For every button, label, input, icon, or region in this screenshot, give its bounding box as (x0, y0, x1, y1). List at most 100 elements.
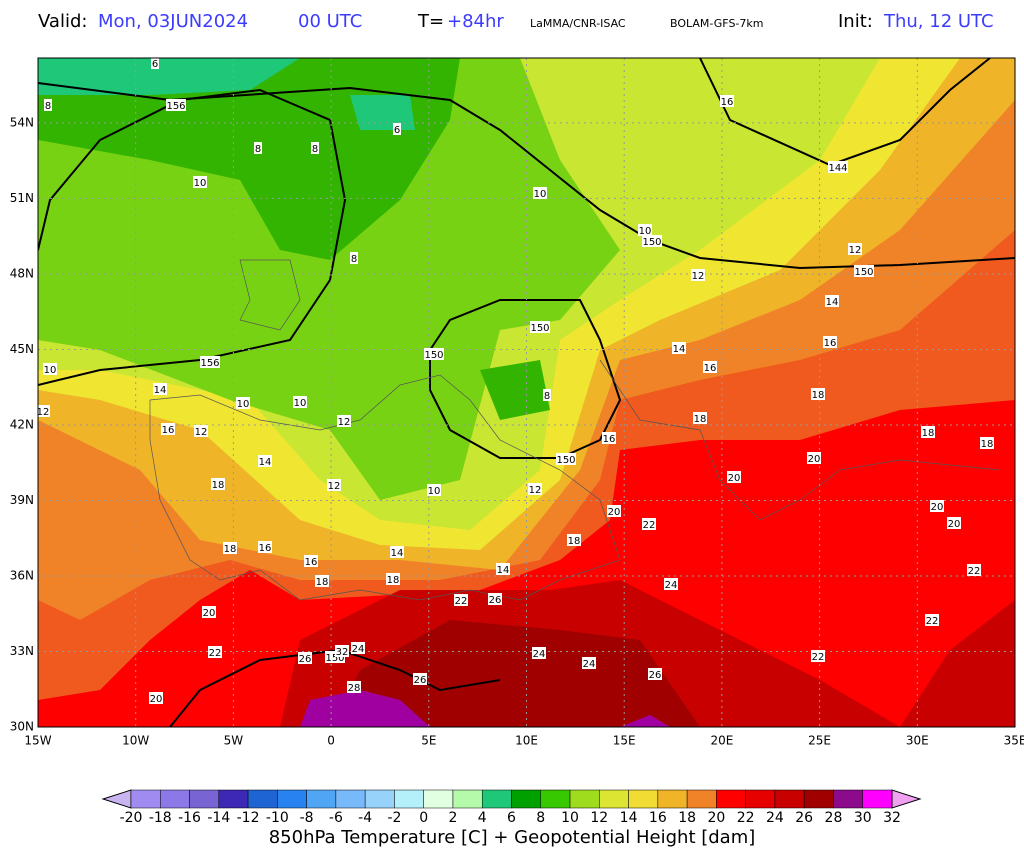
contour-label-box (258, 455, 272, 467)
contour-label: 150 (424, 350, 443, 361)
contour-label-box (967, 564, 981, 576)
contour-label: 16 (824, 338, 837, 349)
field-band (480, 360, 550, 420)
contour-label-box (335, 645, 349, 657)
lon-tick-label: 10W (122, 734, 149, 748)
lon-tick-label: 0 (327, 734, 335, 748)
contour-label: 22 (968, 566, 981, 577)
contour-label-box (424, 348, 444, 360)
colorbar-label: 8 (536, 810, 545, 826)
field-band (350, 95, 415, 130)
colorbar-label: -2 (387, 810, 401, 826)
contour-label: 20 (948, 519, 961, 530)
init-label: Init: (838, 11, 873, 32)
contour-label-box (427, 484, 441, 496)
contour-label-box (223, 542, 237, 554)
lat-tick-label: 36N (10, 568, 34, 582)
colorbar-swatch (452, 789, 483, 809)
contour-label-box (304, 555, 318, 567)
colorbar-label: -16 (178, 810, 201, 826)
valid-date: Mon, 03JUN2024 (98, 11, 248, 32)
contour-label: 24 (533, 649, 546, 660)
contour-label: 12 (529, 485, 542, 496)
contour-label: 18 (922, 428, 935, 439)
contour-label: 28 (348, 683, 361, 694)
colorbar-label: -6 (329, 810, 343, 826)
contour-label-box (194, 425, 208, 437)
contour-label: 20 (608, 507, 621, 518)
contour-label-box (807, 452, 821, 464)
contour-label: 20 (808, 454, 821, 465)
contour-label-box (315, 575, 329, 587)
contour-label: 12 (338, 417, 351, 428)
contour-label-box (193, 176, 207, 188)
contour-label-box (496, 563, 510, 575)
lat-tick-label: 33N (10, 644, 34, 658)
contour-line (38, 88, 347, 386)
colorbar-arrow (101, 789, 132, 809)
contour-label-box (153, 383, 167, 395)
contour-label: 6 (394, 125, 400, 136)
contour-label-box (930, 500, 944, 512)
contour-label: 6 (152, 59, 158, 70)
colorbar-swatch (628, 789, 659, 809)
contour-label-box (947, 517, 961, 529)
contour-label-box (828, 161, 848, 173)
contour-label-box (298, 652, 312, 664)
lat-tick-label: 42N (10, 417, 34, 431)
contour-label: 20 (150, 694, 163, 705)
contour-label: 18 (316, 577, 329, 588)
contour-label-box (386, 573, 400, 585)
colorbar-swatch (277, 789, 307, 809)
lat-tick-label: 45N (10, 342, 34, 356)
contour-label-box (258, 541, 272, 553)
contour-label-box (848, 243, 862, 255)
source: LaMMA/CNR-ISAC (530, 17, 626, 30)
field-band (900, 600, 1015, 727)
contour-label: 18 (568, 536, 581, 547)
lon-tick-label: 20E (710, 734, 733, 748)
contour-label-box (607, 505, 621, 517)
colorbar-label: -20 (120, 810, 143, 826)
contour-label: 150 (325, 653, 344, 664)
contour-label-box (720, 95, 734, 107)
contour-label-box (533, 187, 547, 199)
colorbar-label: 30 (854, 810, 872, 826)
lon-tick-label: 5W (224, 734, 244, 748)
contour-label-box (672, 342, 686, 354)
colorbar-swatch (335, 789, 366, 809)
contour-label-box (648, 668, 662, 680)
contour-label-box (854, 265, 874, 277)
lat-tick-label: 30N (10, 720, 34, 734)
coastline (239, 259, 301, 331)
contour-label: 10 (44, 365, 57, 376)
colorbar-swatch (745, 789, 776, 809)
contour-label: 12 (195, 427, 208, 438)
contour-label-box (556, 453, 576, 465)
colorbar-swatch (657, 789, 688, 809)
contour-label-box (980, 437, 994, 449)
colorbar-label: 2 (449, 810, 458, 826)
contour-label-box (413, 673, 427, 685)
colorbar-title: 850hPa Temperature [C] + Geopotential He… (269, 827, 756, 848)
contour-label-box (393, 123, 401, 135)
lon-tick-label: 10E (515, 734, 538, 748)
contour-label-box (811, 388, 825, 400)
contour-label-box (327, 479, 341, 491)
contour-label-box (236, 397, 250, 409)
colorbar-label: 28 (825, 810, 843, 826)
contour-label: 14 (391, 548, 404, 559)
contour-label: 150 (642, 237, 661, 248)
contour-label-box (488, 593, 502, 605)
contour-label: 10 (294, 398, 307, 409)
contour-label: 24 (352, 644, 365, 655)
contour-label: 14 (154, 385, 167, 396)
contour-label: 14 (497, 565, 510, 576)
contour-label-box (691, 269, 705, 281)
contour-label-box (44, 99, 52, 111)
contour-label-box (532, 647, 546, 659)
colorbar-label: 6 (507, 810, 516, 826)
lon-tick-label: 15W (24, 734, 51, 748)
